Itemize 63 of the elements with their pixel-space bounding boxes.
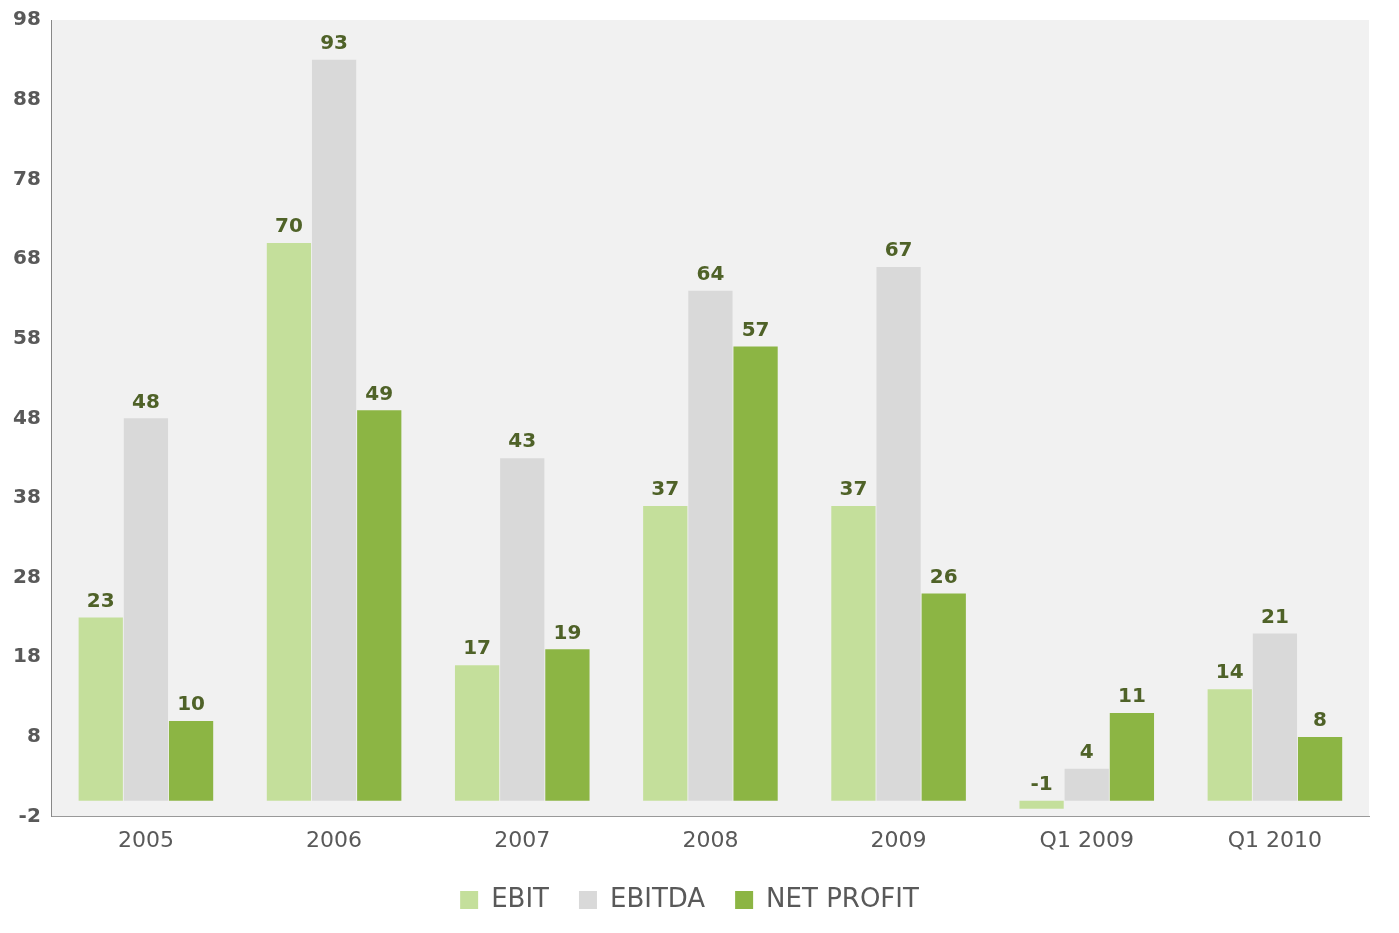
data-label: 37 bbox=[651, 476, 680, 501]
legend-label: NET PROFIT bbox=[766, 882, 919, 913]
data-label: 48 bbox=[131, 388, 160, 413]
bar bbox=[357, 410, 402, 801]
bar bbox=[1109, 713, 1155, 801]
x-tick-label: Q1 2010 bbox=[1227, 826, 1323, 852]
x-tick-label: 2009 bbox=[870, 826, 927, 852]
bar bbox=[733, 346, 778, 801]
data-label: 43 bbox=[508, 428, 537, 453]
x-tick-label: 2007 bbox=[494, 826, 551, 852]
data-label: 23 bbox=[86, 587, 115, 612]
bar bbox=[266, 243, 312, 801]
legend-label: EBITDA bbox=[609, 882, 706, 913]
bar bbox=[311, 59, 357, 801]
bar bbox=[1019, 800, 1064, 809]
bar bbox=[500, 458, 545, 801]
bar bbox=[876, 266, 921, 801]
data-label: 57 bbox=[741, 316, 770, 341]
data-label: 67 bbox=[884, 237, 913, 262]
bar bbox=[1064, 768, 1109, 801]
bar bbox=[454, 665, 500, 801]
y-tick-label: -2 bbox=[18, 802, 41, 827]
y-tick-label: 48 bbox=[12, 404, 41, 429]
bar bbox=[688, 290, 733, 801]
legend-label: EBIT bbox=[491, 882, 550, 913]
y-tick-label: 28 bbox=[12, 563, 41, 588]
bar bbox=[831, 505, 876, 801]
x-tick-label: 2008 bbox=[682, 826, 739, 852]
data-label: 21 bbox=[1260, 603, 1289, 628]
data-label: 93 bbox=[320, 30, 348, 55]
bar bbox=[643, 505, 688, 801]
data-label: 64 bbox=[696, 261, 725, 286]
y-tick-label: 58 bbox=[12, 324, 41, 349]
data-label: 37 bbox=[839, 476, 868, 501]
data-label: 8 bbox=[1313, 707, 1328, 732]
bar bbox=[123, 418, 169, 801]
data-label: 14 bbox=[1215, 659, 1244, 684]
y-tick-label: 38 bbox=[12, 484, 41, 509]
data-label: 17 bbox=[463, 635, 492, 660]
bar bbox=[1252, 633, 1298, 801]
bar bbox=[168, 721, 214, 801]
y-tick-label: 18 bbox=[12, 643, 41, 668]
bar bbox=[1297, 736, 1343, 801]
y-tick-label: 78 bbox=[12, 165, 41, 190]
y-tick-label: 98 bbox=[12, 6, 41, 31]
data-label: 70 bbox=[275, 213, 303, 238]
data-label: 19 bbox=[553, 619, 582, 644]
data-label: -1 bbox=[1030, 770, 1053, 795]
data-label: 11 bbox=[1117, 683, 1146, 708]
bar bbox=[545, 649, 590, 801]
data-label: 49 bbox=[365, 380, 394, 405]
bar bbox=[1207, 689, 1252, 801]
x-tick-label: Q1 2009 bbox=[1039, 826, 1134, 852]
y-tick-label: 8 bbox=[26, 723, 41, 748]
x-tick-label: 2005 bbox=[117, 826, 174, 852]
data-label: 10 bbox=[177, 691, 205, 716]
y-tick-label: 68 bbox=[12, 245, 41, 270]
y-tick-label: 88 bbox=[12, 85, 41, 110]
data-label: 4 bbox=[1079, 739, 1094, 764]
data-label: 26 bbox=[929, 563, 958, 588]
bar bbox=[78, 617, 123, 801]
bar bbox=[921, 593, 966, 801]
x-tick-label: 2006 bbox=[306, 826, 363, 852]
